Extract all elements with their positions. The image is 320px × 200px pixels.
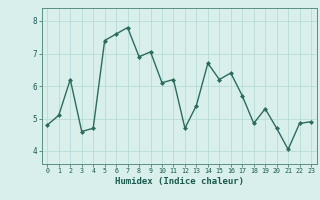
- X-axis label: Humidex (Indice chaleur): Humidex (Indice chaleur): [115, 177, 244, 186]
